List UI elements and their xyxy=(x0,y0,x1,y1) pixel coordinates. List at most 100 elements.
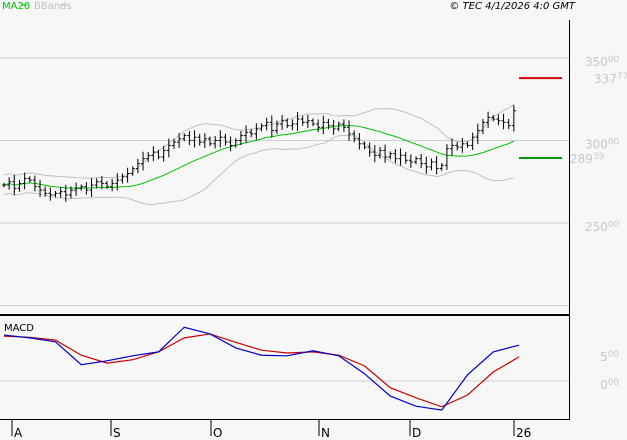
x-tick-label: 26 xyxy=(516,426,531,440)
ohlc-bar xyxy=(362,141,367,150)
level-label: 33777 xyxy=(594,72,627,86)
ohlc-bar xyxy=(208,136,212,147)
ohlc-bar xyxy=(377,146,382,159)
ohlc-bar xyxy=(475,123,480,145)
ohlc-bar xyxy=(455,141,460,151)
ohlc-bar xyxy=(17,179,22,192)
ohlc-bar xyxy=(130,166,135,176)
ohlc-bar xyxy=(300,115,305,126)
ohlc-bar xyxy=(43,186,48,197)
ohlc-bar xyxy=(182,133,187,142)
ohlc-bar xyxy=(192,130,197,148)
ohlc-bar xyxy=(316,119,321,132)
ohlc-bar xyxy=(450,138,455,156)
ohlc-bar xyxy=(7,177,12,190)
ohlc-bar xyxy=(336,121,341,132)
ohlc-bar xyxy=(501,113,506,130)
ohlc-bar xyxy=(202,133,207,148)
macd-series-signal xyxy=(3,333,520,408)
legend-ma20: MA20 xyxy=(2,1,30,12)
ohlc-bar xyxy=(125,167,130,183)
ohlc-bar xyxy=(486,111,491,129)
ohlc-bar xyxy=(264,117,269,131)
ohlc-bar xyxy=(429,158,434,171)
ohlc-bar xyxy=(63,184,68,202)
ohlc-bar xyxy=(161,145,166,162)
ohlc-bar xyxy=(89,178,94,197)
ohlc-bar xyxy=(274,120,279,135)
ohlc-bar xyxy=(79,184,84,191)
ohlc-bar xyxy=(388,151,393,160)
ohlc-bar xyxy=(280,114,285,130)
x-tick-label: D xyxy=(412,426,421,440)
ohlc-bar xyxy=(254,123,259,140)
ohlc-bar xyxy=(434,156,439,175)
ohlc-bar xyxy=(465,141,470,148)
ohlc-bar xyxy=(238,130,243,146)
ohlc-bar xyxy=(290,119,295,131)
ohlc-bar xyxy=(105,181,109,190)
ohlc-bar xyxy=(460,138,465,153)
ohlc-bar xyxy=(393,149,398,164)
ohlc-bar xyxy=(470,132,475,151)
ohlc-bar xyxy=(218,130,223,148)
ohlc-bar xyxy=(233,138,238,148)
ohlc-bar xyxy=(177,133,182,148)
ohlc-bar xyxy=(439,162,444,171)
ohlc-bar xyxy=(496,114,501,126)
ohlc-bar xyxy=(141,151,146,171)
copyright-timestamp: © TEC 4/1/2026 4:0 GMT xyxy=(449,1,576,12)
ohlc-bar xyxy=(115,173,120,191)
ohlc-bar xyxy=(244,125,249,143)
ohlc-bar xyxy=(249,128,254,138)
macd-tick-label: 000 xyxy=(600,378,619,392)
ohlc-bar xyxy=(32,175,37,192)
ohlc-bar xyxy=(187,130,192,146)
ohlc-bar xyxy=(341,119,346,132)
ohlc-bar xyxy=(58,187,63,198)
bband-upper xyxy=(3,103,515,179)
ohlc-bar xyxy=(68,186,73,199)
x-tick-label: A xyxy=(14,426,23,440)
ohlc-bar xyxy=(352,130,357,143)
price-tick-label300: 30000 xyxy=(585,138,620,152)
ma20-line xyxy=(3,124,515,189)
macd-tick-label: 500 xyxy=(600,350,619,364)
legend-bbands: BBands xyxy=(34,1,72,12)
ohlc-bar xyxy=(285,118,290,128)
ohlc-bar xyxy=(171,138,176,149)
ohlc-bar xyxy=(151,146,156,162)
ohlc-bar xyxy=(398,148,403,166)
ohlc-bar xyxy=(53,190,58,198)
ohlc-bar xyxy=(223,133,228,146)
ohlc-bar xyxy=(331,119,336,135)
ohlc-bar xyxy=(444,144,449,170)
ohlc-bar xyxy=(22,172,27,190)
ohlc-bar xyxy=(311,118,315,127)
ohlc-bar xyxy=(419,154,424,169)
ohlc-bar xyxy=(110,178,115,192)
x-tick-label: S xyxy=(113,426,121,440)
level-label: 28939 xyxy=(570,152,605,166)
ohlc-bar xyxy=(269,115,274,138)
ohlc-bar xyxy=(48,187,53,201)
ohlc-bar xyxy=(403,151,408,164)
ohlc-bar xyxy=(213,135,218,149)
ohlc-bar xyxy=(511,105,516,132)
ohlc-bar xyxy=(424,156,429,174)
ohlc-bar xyxy=(326,118,331,130)
ohlc-bar xyxy=(27,176,32,183)
ohlc-bar xyxy=(491,115,496,122)
ohlc-bar xyxy=(347,120,352,141)
ohlc-bar xyxy=(146,151,151,163)
ohlc-bar xyxy=(357,133,362,150)
ohlc-bar xyxy=(414,156,418,165)
macd-series-macd xyxy=(3,326,520,411)
ohlc-bar xyxy=(480,118,485,135)
ohlc-bar xyxy=(94,178,99,189)
ohlc-bar xyxy=(295,112,300,131)
ohlc-bar xyxy=(135,158,140,174)
ohlc-bar xyxy=(383,144,388,163)
ohlc-bar xyxy=(506,118,511,130)
